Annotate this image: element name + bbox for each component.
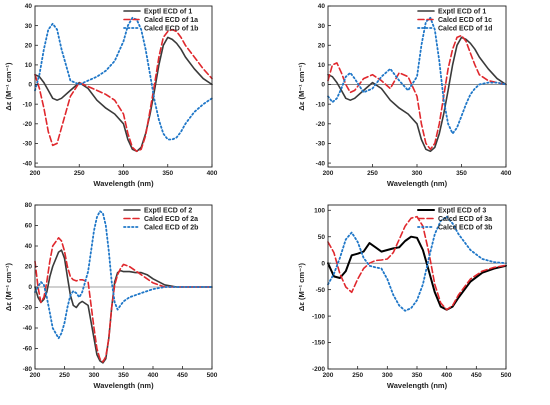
series-line-3 (34, 210, 213, 340)
x-axis-title: Wavelength (nm) (387, 179, 448, 188)
y-tick-label: -60 (23, 346, 33, 353)
legend-label: Calcd ECD of 1a (144, 17, 198, 24)
series-line-3 (34, 16, 213, 141)
series-line-2 (327, 34, 507, 151)
legend-label: Calcd ECD of 1b (144, 26, 198, 33)
x-tick-label: 450 (177, 372, 188, 379)
y-tick-label: 30 (318, 23, 326, 30)
x-tick-label: 500 (207, 372, 218, 379)
y-tick-label: 40 (25, 243, 33, 250)
y-tick-label: -40 (316, 160, 326, 167)
y-tick-label: 20 (25, 42, 33, 49)
legend-label: Calcd ECD of 3a (438, 216, 492, 223)
y-tick-label: 0 (321, 82, 325, 89)
y-tick-label: 10 (318, 62, 326, 69)
x-tick-label: 500 (501, 372, 512, 379)
y-tick-label: 80 (25, 202, 33, 209)
y-tick-label: 10 (25, 62, 33, 69)
x-tick-label: 400 (207, 170, 218, 177)
y-tick-label: -30 (23, 141, 33, 148)
y-axis-title: Δε (M⁻¹ cm⁻¹) (297, 262, 306, 311)
y-tick-label: 40 (318, 3, 326, 10)
legend-label: Exptl ECD of 1 (144, 9, 192, 16)
y-tick-label: -20 (316, 121, 326, 128)
chart-panel-1: 200 250 300 350 400 -40 -30 -20 -10 0 10 20 30 40 Wave… (4, 3, 218, 188)
x-tick-label: 400 (148, 372, 159, 379)
y-tick-label: 60 (25, 223, 33, 230)
y-tick-label: 0 (28, 82, 32, 89)
x-axis-title: Wavelength (nm) (93, 179, 154, 188)
series-line-2 (327, 215, 507, 311)
x-tick-label: 200 (323, 170, 334, 177)
x-tick-label: 350 (412, 372, 423, 379)
x-axis-title: Wavelength (nm) (93, 381, 154, 390)
y-tick-label: 30 (25, 23, 33, 30)
series-line-1 (34, 36, 213, 153)
series-line-3 (327, 16, 507, 135)
y-tick-label: 20 (25, 264, 33, 271)
y-tick-label: -200 (312, 366, 325, 373)
series-line-1 (327, 36, 507, 153)
x-tick-label: 300 (89, 372, 100, 379)
x-tick-label: 400 (441, 372, 452, 379)
x-tick-label: 400 (501, 170, 512, 177)
x-tick-label: 200 (30, 170, 41, 177)
x-tick-label: 250 (74, 170, 85, 177)
chart-panel-2: 200 250 300 350 400 -40 -30 -20 -10 0 10 20 30 40 Wave… (297, 3, 512, 188)
chart-panel-3: 200 250 300 350 400 450 500 -80 -60 -40 -20 0 20 40 60… (4, 202, 218, 390)
y-tick-label: 100 (314, 207, 325, 214)
legend-label: Calcd ECD of 3b (438, 225, 492, 232)
y-tick-label: -20 (23, 305, 33, 312)
series-line-1 (34, 249, 213, 364)
x-tick-label: 450 (471, 372, 482, 379)
series-line-2 (34, 237, 213, 363)
y-tick-label: 50 (318, 234, 326, 241)
chart-panel-4: 200 250 300 350 400 450 500 -200 -150 -100 -50 0 50 1… (297, 204, 512, 390)
y-tick-label: 0 (321, 260, 325, 267)
y-tick-label: -20 (23, 121, 33, 128)
y-axis-title: Δε (M⁻¹ cm⁻¹) (297, 62, 306, 111)
y-tick-label: -40 (23, 325, 33, 332)
legend-label: Exptl ECD of 2 (144, 208, 192, 215)
x-tick-label: 300 (412, 170, 423, 177)
legend-label: Calcd ECD of 2a (144, 216, 198, 223)
legend-label: Calcd ECD of 2b (144, 225, 198, 232)
x-tick-label: 200 (30, 372, 41, 379)
x-tick-label: 250 (59, 372, 70, 379)
x-tick-label: 350 (162, 170, 173, 177)
y-tick-label: -100 (312, 313, 325, 320)
y-tick-label: 40 (25, 3, 33, 10)
y-tick-label: -150 (312, 340, 325, 347)
y-tick-label: -30 (316, 141, 326, 148)
x-axis-title: Wavelength (nm) (387, 381, 448, 390)
y-tick-label: 20 (318, 42, 326, 49)
x-tick-label: 300 (382, 372, 393, 379)
legend-label: Calcd ECD of 1d (438, 26, 492, 33)
series-line-1 (327, 235, 507, 311)
x-tick-label: 250 (352, 372, 363, 379)
legend-label: Exptl ECD of 3 (438, 208, 486, 215)
legend-label: Exptl ECD of 1 (438, 9, 486, 16)
series-line-2 (34, 28, 213, 153)
y-tick-label: -10 (316, 101, 326, 108)
x-tick-label: 350 (118, 372, 129, 379)
x-tick-label: 250 (367, 170, 378, 177)
y-tick-label: -10 (23, 101, 33, 108)
y-axis-title: Δε (M⁻¹ cm⁻¹) (4, 62, 13, 111)
x-tick-label: 200 (323, 372, 334, 379)
x-tick-label: 350 (456, 170, 467, 177)
legend-label: Calcd ECD of 1c (438, 17, 492, 24)
y-tick-label: -40 (23, 160, 33, 167)
y-axis-title: Δε (M⁻¹ cm⁻¹) (4, 262, 13, 311)
series-line-3 (327, 215, 507, 312)
y-tick-label: -50 (316, 287, 326, 294)
y-tick-label: -80 (23, 366, 33, 373)
x-tick-label: 300 (118, 170, 129, 177)
y-tick-label: 0 (28, 284, 32, 291)
